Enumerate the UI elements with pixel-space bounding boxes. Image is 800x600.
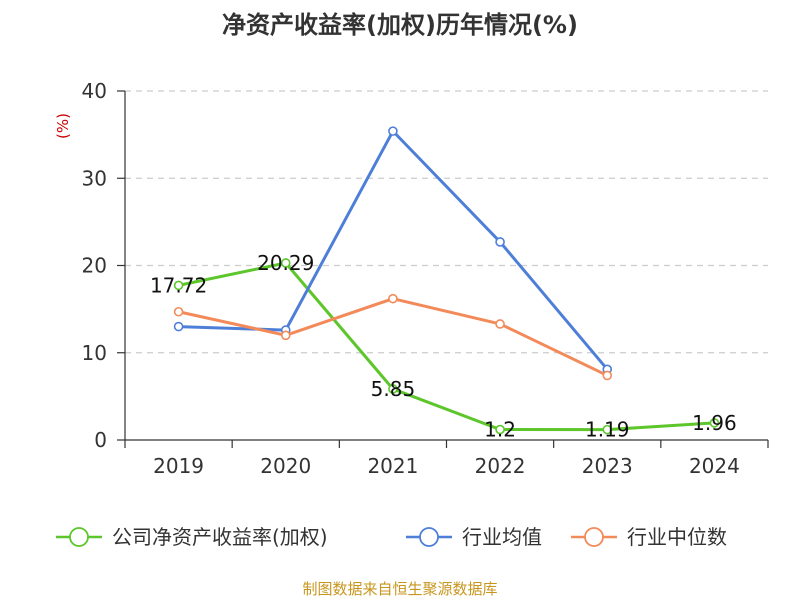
data-point-1-2021 bbox=[388, 126, 398, 136]
x-tick-label-2020: 2020 bbox=[260, 454, 311, 478]
y-tick-label-30: 30 bbox=[82, 166, 107, 190]
axes: 0 10 20 30 40 2019 2020 2021 2022 2023 2024 bbox=[82, 79, 769, 478]
y-tick-label-0: 0 bbox=[94, 428, 107, 452]
data-label-2024: 1.96 bbox=[692, 411, 737, 435]
series-line-1 bbox=[178, 129, 609, 371]
legend-marker-0 bbox=[69, 527, 89, 547]
legend: 公司净资产收益率(加权) 行业均值 行业中位数 bbox=[56, 525, 727, 549]
data-point-1-2019 bbox=[173, 321, 184, 332]
data-point-0-2022 bbox=[495, 424, 505, 435]
data-point-0-2023 bbox=[602, 424, 613, 435]
series-line-2 bbox=[178, 297, 608, 377]
data-point-2-2022 bbox=[495, 319, 505, 329]
y-tick-label-20: 20 bbox=[82, 254, 107, 278]
source-note: 制图数据来自恒生聚源数据库 bbox=[302, 580, 497, 598]
data-labels: 17.72 20.29 5.85 1.2 1.19 1.96 bbox=[150, 251, 737, 442]
data-point-0-2019 bbox=[173, 280, 184, 291]
series-lines bbox=[173, 126, 720, 435]
legend-item-2: 行业中位数 bbox=[627, 525, 727, 549]
legend-marker-1 bbox=[419, 527, 439, 547]
y-tick-label-40: 40 bbox=[82, 79, 107, 103]
data-point-2-2020 bbox=[280, 330, 291, 341]
data-point-0-2020 bbox=[280, 258, 291, 268]
data-point-0-2021 bbox=[388, 384, 398, 394]
data-label-2020: 20.29 bbox=[257, 251, 314, 275]
x-tick-label-2022: 2022 bbox=[475, 454, 526, 478]
data-label-2021: 5.85 bbox=[371, 377, 416, 401]
legend-item-0: 公司净资产收益率(加权) bbox=[112, 525, 328, 549]
legend-marker-2 bbox=[584, 527, 604, 547]
data-label-2019: 17.72 bbox=[150, 273, 207, 297]
series-line-0 bbox=[178, 261, 715, 432]
x-tick-label-2019: 2019 bbox=[153, 454, 204, 478]
x-tick-label-2023: 2023 bbox=[582, 454, 633, 478]
data-point-2-2019 bbox=[173, 306, 184, 317]
y-tick-label-10: 10 bbox=[82, 341, 107, 365]
data-point-2-2023 bbox=[602, 370, 613, 381]
data-label-2023: 1.19 bbox=[585, 418, 630, 442]
data-point-1-2022 bbox=[495, 237, 505, 247]
data-point-2-2021 bbox=[388, 293, 398, 304]
x-tick-label-2024: 2024 bbox=[689, 454, 740, 478]
y-axis-label: (%) bbox=[54, 113, 72, 139]
grid-lines bbox=[125, 90, 768, 354]
data-point-0-2024 bbox=[709, 418, 720, 428]
data-label-2022: 1.2 bbox=[484, 418, 516, 442]
legend-item-1: 行业均值 bbox=[462, 525, 542, 549]
chart-title: 净资产收益率(加权)历年情况(%) bbox=[222, 11, 578, 39]
x-tick-label-2021: 2021 bbox=[367, 454, 418, 478]
